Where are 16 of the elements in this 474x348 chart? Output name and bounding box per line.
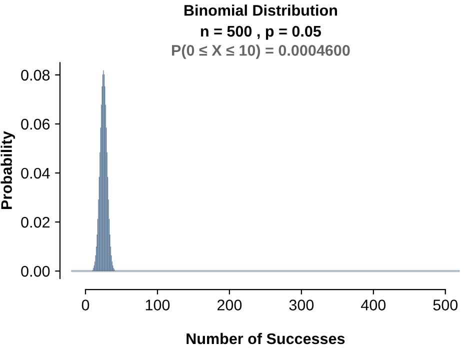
y-tick-label: 0.00 [21, 266, 50, 277]
text: P(0 ≤ X ≤ 10) = 0.0004600 [172, 44, 350, 59]
x-tick-label: 0 [82, 300, 90, 310]
x-axis-title: Number of Successes [186, 332, 345, 344]
x-tick-label: 400 [361, 300, 386, 310]
x-tick-label: 300 [289, 300, 314, 310]
chart-subtitle: n = 500 , p = 0.05 [200, 26, 321, 40]
x-tick-label: 100 [146, 300, 170, 310]
y-tick-label: 0.04 [21, 168, 50, 179]
y-tick-label: 0.02 [21, 216, 50, 228]
y-axis-title: Probability [0, 131, 15, 209]
y-tick-label: 0.06 [21, 118, 50, 130]
y-tick-label: 0.08 [21, 70, 50, 81]
x-tick-label: 500 [433, 300, 458, 310]
chart-title: Binomial Distribution [184, 4, 337, 16]
x-tick-label: 200 [217, 300, 242, 310]
